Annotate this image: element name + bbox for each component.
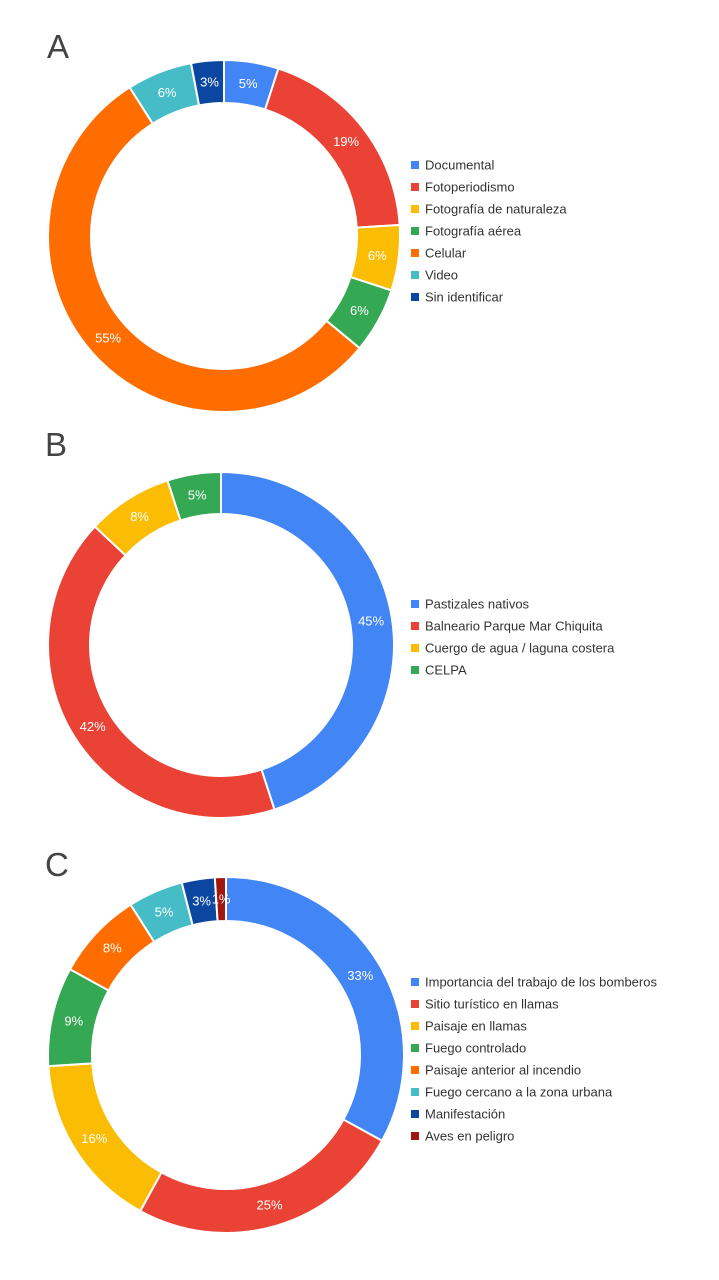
legend-swatch-b-cuergo-de-agua-laguna-costera xyxy=(411,644,419,652)
legend-swatch-c-importancia-del-trabajo-de-los-bomberos xyxy=(411,978,419,986)
slice-c-sitio-turistico-en-llamas[interactable] xyxy=(138,1118,384,1234)
slice-label-b-balneario-parque-mar-chiquita: 42% xyxy=(80,719,106,734)
legend-label-b-pastizales-nativos[interactable]: Pastizales nativos xyxy=(425,597,530,612)
slice-c-importancia-del-trabajo-de-los-bomberos[interactable] xyxy=(225,875,405,1143)
slice-b-pastizales-nativos[interactable] xyxy=(220,470,395,811)
slice-label-c-fuego-controlado: 9% xyxy=(64,1014,83,1029)
slice-label-a-documental: 5% xyxy=(239,76,258,91)
legend-swatch-a-fotoperiodismo xyxy=(411,183,419,191)
slice-label-b-cuergo-de-agua-laguna-costera: 8% xyxy=(130,509,149,524)
slice-label-c-fuego-cercano-a-la-zona-urbana: 5% xyxy=(155,904,174,919)
legend-label-a-fotografia-de-naturaleza[interactable]: Fotografía de naturaleza xyxy=(425,202,567,217)
slice-b-balneario-parque-mar-chiquita[interactable] xyxy=(47,525,276,819)
legend-swatch-a-fotografia-de-naturaleza xyxy=(411,205,419,213)
legend-swatch-c-manifestacion xyxy=(411,1110,419,1118)
slice-label-c-sitio-turistico-en-llamas: 25% xyxy=(256,1197,282,1212)
legend-swatch-a-sin-identificar xyxy=(411,293,419,301)
chart-panel-c: C 33% 25% 16% 9% 8% 5% 3% 1% Importancia del trab… xyxy=(45,846,657,1234)
legend-label-c-manifestacion[interactable]: Manifestación xyxy=(425,1107,505,1122)
panel-letter-c: C xyxy=(45,846,69,883)
legend-label-a-fotoperiodismo[interactable]: Fotoperiodismo xyxy=(425,180,515,195)
legend-swatch-c-fuego-controlado xyxy=(411,1044,419,1052)
legend-label-b-cuergo-de-agua-laguna-costera[interactable]: Cuergo de agua / laguna costera xyxy=(425,641,615,656)
legend-swatch-a-documental xyxy=(411,161,419,169)
slice-label-a-fotografia-de-naturaleza: 6% xyxy=(368,248,387,263)
legend-swatch-a-video xyxy=(411,271,419,279)
legend-label-b-celpa[interactable]: CELPA xyxy=(425,663,467,678)
legend-swatch-b-balneario-parque-mar-chiquita xyxy=(411,622,419,630)
slice-label-c-paisaje-en-llamas: 16% xyxy=(81,1131,107,1146)
slice-label-a-video: 6% xyxy=(158,85,177,100)
legend-swatch-b-celpa xyxy=(411,666,419,674)
panel-letter-b: B xyxy=(45,426,67,463)
legend-swatch-a-celular xyxy=(411,249,419,257)
legend-label-c-aves-en-peligro[interactable]: Aves en peligro xyxy=(425,1129,514,1144)
slice-label-c-importancia-del-trabajo-de-los-bomberos: 33% xyxy=(347,968,373,983)
legend-label-c-fuego-cercano-a-la-zona-urbana[interactable]: Fuego cercano a la zona urbana xyxy=(425,1085,613,1100)
legend-swatch-a-fotografia-aerea xyxy=(411,227,419,235)
legend-swatch-c-paisaje-anterior-al-incendio xyxy=(411,1066,419,1074)
slice-label-c-manifestacion: 3% xyxy=(192,893,211,908)
legend-swatch-c-sitio-turistico-en-llamas xyxy=(411,1000,419,1008)
legend-label-c-paisaje-en-llamas[interactable]: Paisaje en llamas xyxy=(425,1019,527,1034)
legend-label-c-importancia-del-trabajo-de-los-bomberos[interactable]: Importancia del trabajo de los bomberos xyxy=(425,975,657,990)
legend-label-c-sitio-turistico-en-llamas[interactable]: Sitio turístico en llamas xyxy=(425,997,559,1012)
slice-a-sin-identificar[interactable] xyxy=(189,58,225,107)
legend-swatch-c-paisaje-en-llamas xyxy=(411,1022,419,1030)
slice-label-c-aves-en-peligro: 1% xyxy=(212,892,231,907)
slice-label-b-pastizales-nativos: 45% xyxy=(358,614,384,629)
slice-label-a-celular: 55% xyxy=(95,331,121,346)
panel-letter-a: A xyxy=(47,28,69,65)
legend-swatch-c-aves-en-peligro xyxy=(411,1132,419,1140)
slice-c-aves-en-peligro[interactable] xyxy=(213,875,227,923)
legend-label-a-video[interactable]: Video xyxy=(425,268,458,283)
legend-label-a-documental[interactable]: Documental xyxy=(425,158,494,173)
chart-panel-a: A 5% 19% 6% 6% 55% 6% 3% Documental Fotoperiodism… xyxy=(47,28,567,413)
slice-label-c-paisaje-anterior-al-incendio: 8% xyxy=(103,941,122,956)
legend-label-b-balneario-parque-mar-chiquita[interactable]: Balneario Parque Mar Chiquita xyxy=(425,619,604,634)
legend-swatch-b-pastizales-nativos xyxy=(411,600,419,608)
slice-label-a-sin-identificar: 3% xyxy=(200,75,219,90)
legend-label-a-fotografia-aerea[interactable]: Fotografía aérea xyxy=(425,224,522,239)
slice-label-b-celpa: 5% xyxy=(188,487,207,502)
legend-label-c-fuego-controlado[interactable]: Fuego controlado xyxy=(425,1041,526,1056)
slice-a-celular[interactable] xyxy=(47,86,362,413)
slice-label-a-fotoperiodismo: 19% xyxy=(333,134,359,149)
legend-label-a-sin-identificar[interactable]: Sin identificar xyxy=(425,290,504,305)
slice-b-celpa[interactable] xyxy=(166,470,222,522)
legend-label-a-celular[interactable]: Celular xyxy=(425,246,467,261)
legend-swatch-c-fuego-cercano-a-la-zona-urbana xyxy=(411,1088,419,1096)
chart-panel-b: B 45% 42% 8% 5% Pastizales nativos Balneario P… xyxy=(45,426,615,819)
legend-label-c-paisaje-anterior-al-incendio[interactable]: Paisaje anterior al incendio xyxy=(425,1063,581,1078)
slice-label-a-fotografia-aerea: 6% xyxy=(350,303,369,318)
